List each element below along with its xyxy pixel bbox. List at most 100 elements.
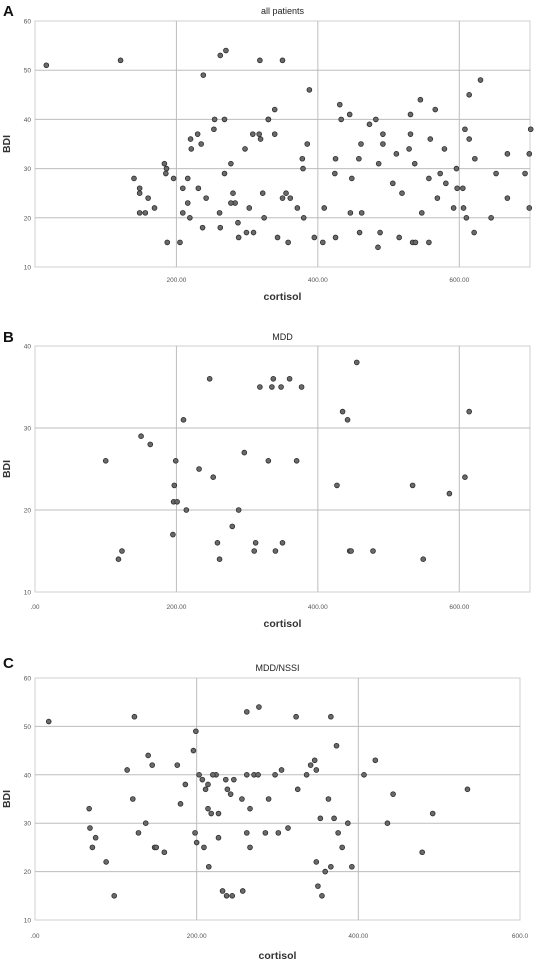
data-point bbox=[287, 195, 294, 201]
data-point bbox=[223, 893, 230, 899]
data-point bbox=[171, 482, 178, 489]
data-point bbox=[255, 772, 261, 778]
data-point bbox=[272, 548, 279, 554]
plot-area bbox=[34, 677, 521, 921]
data-point bbox=[504, 151, 511, 157]
data-point bbox=[411, 160, 418, 167]
data-point bbox=[441, 146, 448, 152]
data-point bbox=[339, 408, 346, 415]
data-point bbox=[217, 224, 224, 231]
data-point bbox=[311, 757, 318, 764]
data-point bbox=[111, 893, 118, 899]
x-tick-label: 400.00 bbox=[308, 277, 328, 284]
data-point bbox=[45, 718, 52, 725]
y-axis-label: BDI bbox=[1, 790, 13, 808]
data-point bbox=[202, 786, 209, 793]
data-point bbox=[399, 190, 405, 197]
data-point bbox=[261, 215, 267, 221]
data-point bbox=[170, 175, 177, 182]
data-point bbox=[420, 556, 427, 563]
data-point bbox=[205, 863, 212, 870]
data-point bbox=[102, 458, 109, 464]
x-axis-label: cortisol bbox=[264, 618, 302, 630]
data-point bbox=[390, 180, 396, 187]
y-tick-label: 60 bbox=[24, 19, 32, 26]
data-point bbox=[203, 195, 209, 201]
data-point bbox=[319, 893, 325, 899]
data-point bbox=[293, 458, 300, 464]
data-point bbox=[174, 499, 180, 505]
data-point bbox=[130, 796, 136, 802]
data-point bbox=[246, 205, 253, 211]
data-point bbox=[210, 772, 216, 778]
x-tick-label: 200.00 bbox=[166, 604, 186, 611]
data-point bbox=[89, 844, 96, 851]
y-tick-label: 30 bbox=[24, 821, 32, 828]
y-tick-label: 20 bbox=[24, 508, 32, 515]
data-point bbox=[493, 170, 499, 177]
data-point bbox=[251, 548, 258, 554]
data-point bbox=[194, 131, 201, 137]
data-point bbox=[142, 820, 149, 827]
data-point bbox=[242, 146, 248, 152]
data-point bbox=[182, 781, 189, 788]
data-point bbox=[293, 713, 299, 720]
data-point bbox=[190, 747, 197, 754]
data-point bbox=[199, 776, 206, 783]
data-point bbox=[527, 126, 534, 133]
data-point bbox=[103, 859, 109, 865]
data-point bbox=[344, 417, 351, 423]
data-point bbox=[227, 791, 234, 797]
data-point bbox=[278, 384, 284, 390]
data-point bbox=[243, 772, 250, 778]
data-point bbox=[145, 195, 151, 201]
data-point bbox=[265, 458, 272, 464]
panel-letter: A bbox=[3, 3, 14, 20]
data-point bbox=[466, 92, 472, 98]
data-point bbox=[313, 859, 320, 865]
y-tick-label: 20 bbox=[24, 869, 32, 876]
data-point bbox=[221, 170, 228, 177]
data-point bbox=[347, 210, 354, 216]
data-point bbox=[358, 210, 365, 216]
data-point bbox=[348, 548, 354, 554]
panel-c: C 10 20 30 40 50 60 .00 200.00 400.00 600.0 MDD/NS… bbox=[0, 650, 536, 978]
data-point bbox=[298, 384, 305, 390]
data-point bbox=[180, 417, 187, 423]
data-point bbox=[196, 772, 202, 778]
data-point bbox=[256, 131, 262, 137]
data-point bbox=[177, 239, 183, 246]
data-point bbox=[346, 111, 353, 118]
data-point bbox=[196, 466, 202, 472]
data-point bbox=[272, 772, 278, 778]
y-tick-label: 10 bbox=[24, 265, 32, 272]
data-point bbox=[269, 384, 275, 390]
data-point bbox=[331, 815, 337, 822]
data-point bbox=[321, 205, 328, 211]
panel-b: B 10 20 30 40 .00 200.00 400.00 600.00 MDD cortis… bbox=[0, 325, 536, 645]
data-point bbox=[138, 433, 144, 439]
data-point bbox=[393, 151, 400, 157]
data-point bbox=[299, 155, 306, 162]
x-tick-label: 600.00 bbox=[449, 604, 469, 611]
data-point bbox=[286, 375, 293, 382]
data-point bbox=[460, 185, 466, 192]
data-point bbox=[86, 805, 92, 812]
data-point bbox=[219, 888, 226, 894]
y-tick-label: 50 bbox=[24, 68, 32, 75]
data-point bbox=[304, 141, 311, 147]
data-point bbox=[147, 441, 154, 448]
data-point bbox=[409, 482, 416, 489]
data-point bbox=[179, 185, 186, 192]
data-point bbox=[250, 131, 256, 137]
data-point bbox=[504, 195, 511, 201]
data-point bbox=[265, 116, 272, 123]
panel-letter: C bbox=[3, 655, 14, 672]
data-point bbox=[417, 96, 424, 103]
data-point bbox=[358, 141, 364, 147]
data-point bbox=[390, 791, 396, 797]
chart-title: MDD bbox=[272, 332, 293, 342]
data-point bbox=[306, 87, 313, 93]
data-point bbox=[283, 190, 289, 197]
data-point bbox=[279, 195, 286, 201]
